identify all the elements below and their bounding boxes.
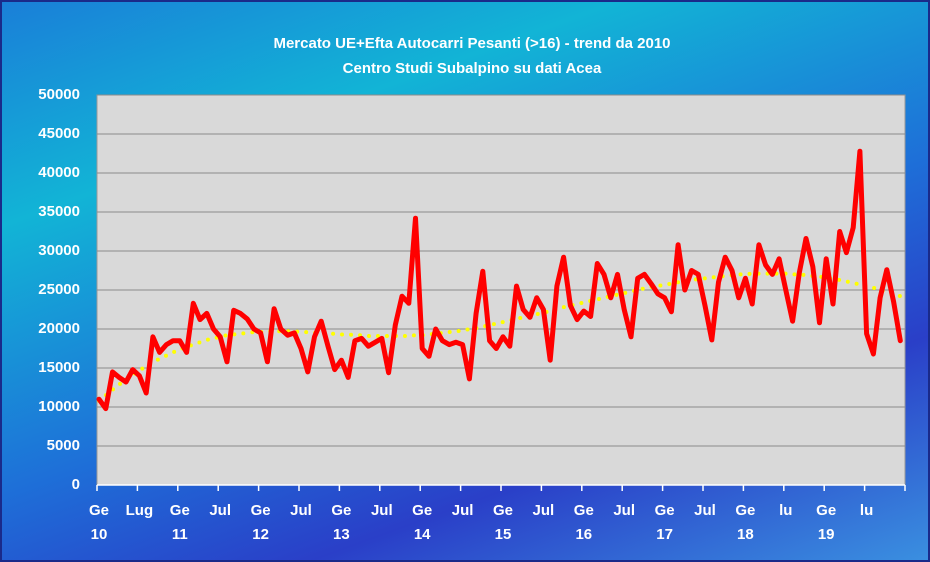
x-tick-label: Ge 10 [88,502,109,543]
x-tick-label: Ge 12 [250,502,271,543]
x-tick-label: Lug [125,502,154,519]
x-tick-label: Ge 19 [816,502,837,543]
x-tick-label: Ge 17 [654,502,675,543]
y-tick-label: 5000 [47,437,80,454]
x-tick-label: Jul [532,502,555,519]
y-tick-label: 20000 [38,320,80,337]
x-tick-label: Ge 13 [331,502,352,543]
x-tick-label: Ge 18 [735,502,756,543]
y-tick-label: 45000 [38,125,80,142]
x-tick-label: Ge 11 [169,502,190,543]
x-tick-label: Ge 15 [492,502,513,543]
x-tick-label: lu [779,502,793,519]
x-tick-label: Jul [694,502,716,519]
x-tick-label: Ge 14 [412,502,433,543]
x-tick-label: Ge 16 [573,502,594,543]
chart-subtitle: Centro Studi Subalpino su dati Acea [343,60,602,77]
chart-title: Mercato UE+Efta Autocarri Pesanti (>16) … [273,35,670,52]
y-tick-label: 30000 [38,242,80,259]
x-tick-label: Jul [370,502,393,519]
x-tick-label: lu [859,502,874,519]
y-tick-label: 50000 [38,86,80,103]
y-tick-label: 15000 [38,359,80,376]
x-tick-label: Jul [613,502,636,519]
data-line [96,148,903,412]
x-tick-label: Jul [451,502,474,519]
y-tick-label: 35000 [38,203,80,220]
y-tick-label: 0 [72,476,80,493]
x-tick-label: Jul [290,502,312,519]
y-tick-label: 25000 [38,281,80,298]
y-tick-label: 40000 [38,164,80,181]
y-tick-label: 10000 [38,398,80,415]
x-tick-label: Jul [209,502,232,519]
